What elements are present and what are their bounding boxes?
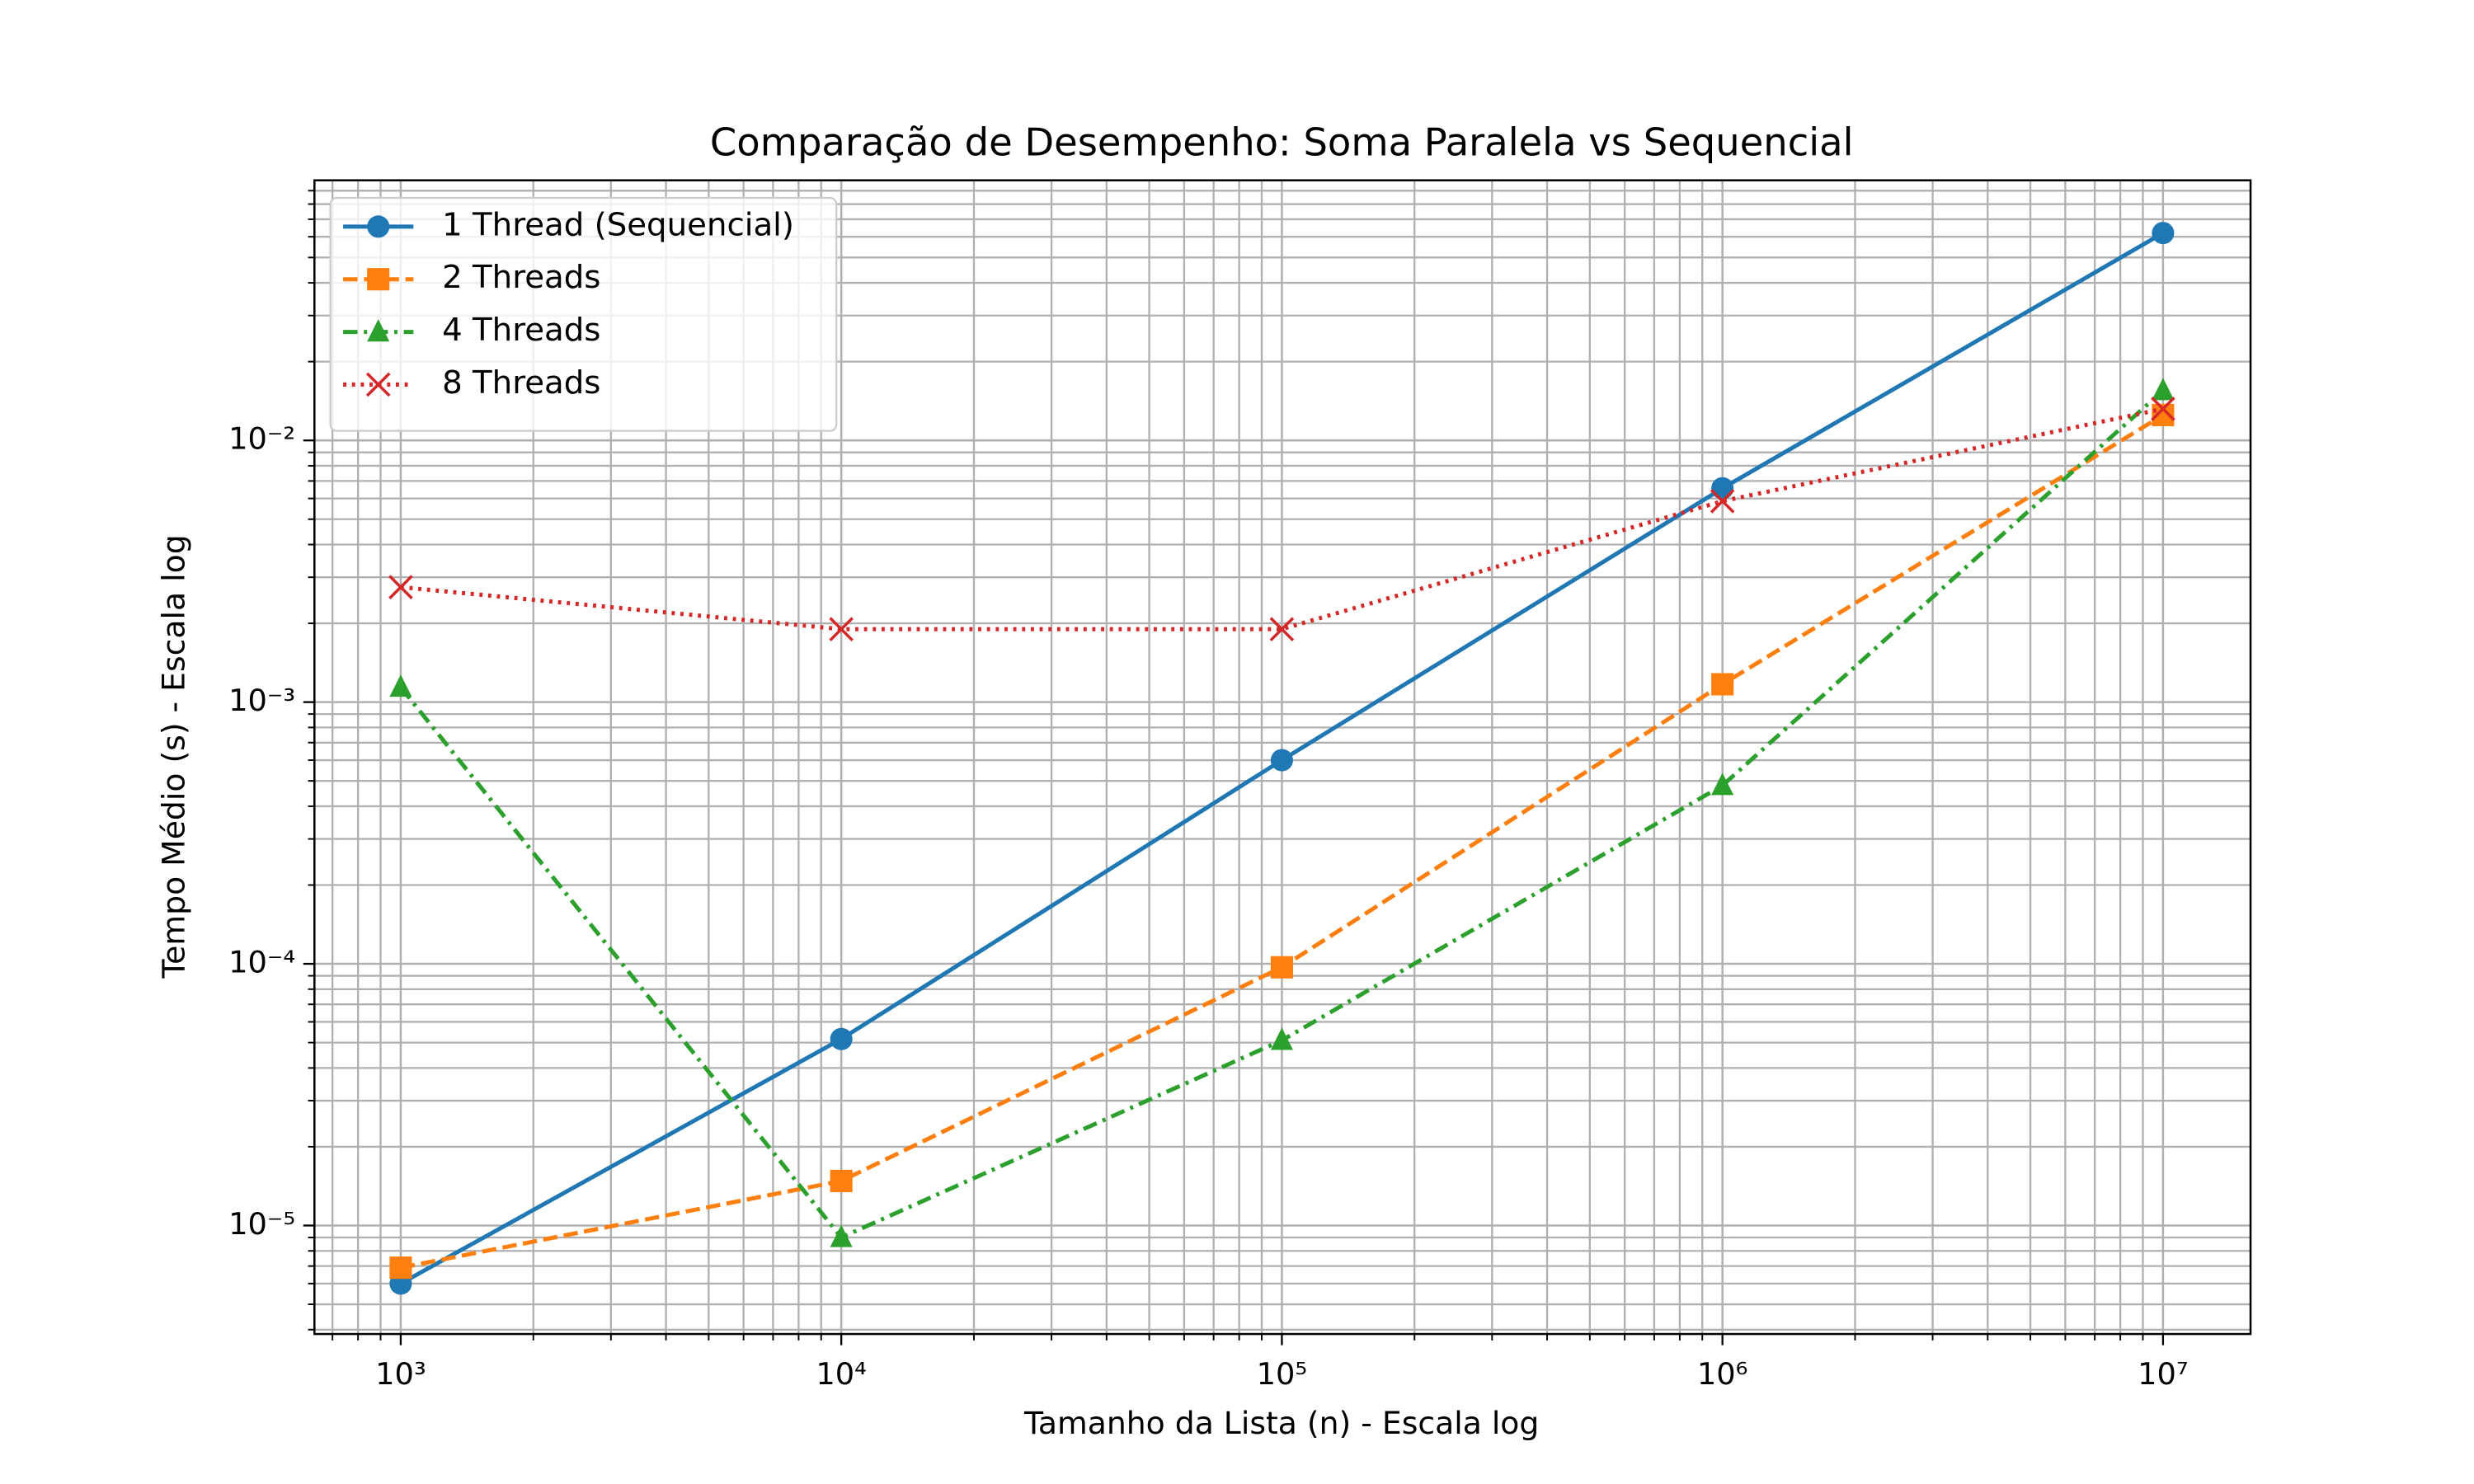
marker xyxy=(1710,489,1735,514)
marker xyxy=(1270,1027,1293,1050)
marker xyxy=(2152,222,2175,245)
x-tick-label: 10³ xyxy=(375,1356,426,1392)
legend: 1 Thread (Sequencial) 2 Threads 4 Threads 8… xyxy=(329,196,838,432)
marker xyxy=(2152,378,2175,401)
legend-label: 2 Threads xyxy=(442,259,600,296)
marker xyxy=(365,372,391,397)
marker xyxy=(1269,617,1295,641)
x-axis-label: Tamanho da Lista (n) - Escala log xyxy=(1023,1405,1539,1441)
marker xyxy=(1711,773,1734,796)
legend-label: 4 Threads xyxy=(442,312,600,349)
marker xyxy=(830,1224,853,1247)
y-axis-label: Tempo Médio (s) - Escala log xyxy=(155,534,191,979)
marker xyxy=(389,674,412,697)
x-tick-label: 10⁴ xyxy=(816,1356,867,1392)
marker xyxy=(367,215,390,238)
marker xyxy=(367,319,390,342)
marker xyxy=(367,268,390,291)
marker xyxy=(829,617,854,641)
y-tick-label: 10⁻³ xyxy=(228,683,295,718)
series-layer xyxy=(388,222,2175,1295)
marker xyxy=(389,1256,412,1280)
y-tick-label: 10⁻⁴ xyxy=(228,945,295,980)
marker xyxy=(388,575,413,599)
x-tick-label: 10⁷ xyxy=(2138,1356,2189,1392)
x-tick-label: 10⁵ xyxy=(1257,1356,1308,1392)
y-tick-label: 10⁻⁵ xyxy=(228,1206,295,1242)
marker xyxy=(830,1169,853,1192)
marker xyxy=(830,1027,853,1050)
legend-box xyxy=(329,196,838,432)
y-tick-label: 10⁻² xyxy=(228,421,295,457)
marker xyxy=(1711,673,1734,696)
legend-label: 8 Threads xyxy=(442,364,600,402)
marker xyxy=(1711,477,1734,500)
marker xyxy=(2151,397,2175,421)
x-tick-label: 10⁶ xyxy=(1697,1356,1748,1392)
marker xyxy=(1270,749,1293,772)
chart-title: Comparação de Desempenho: Soma Paralela … xyxy=(710,120,1854,165)
legend-label: 1 Thread (Sequencial) xyxy=(442,206,794,243)
marker xyxy=(1270,956,1293,979)
